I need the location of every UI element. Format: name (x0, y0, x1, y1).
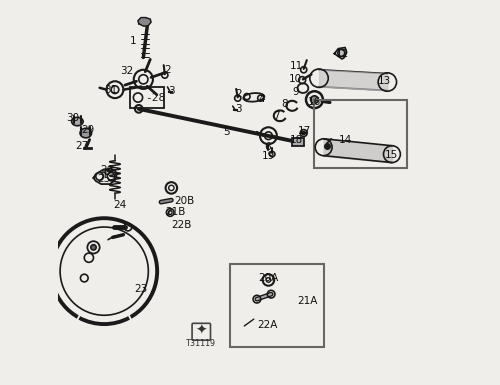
Text: 5: 5 (224, 127, 230, 137)
Ellipse shape (80, 128, 92, 138)
Text: 15: 15 (386, 150, 398, 160)
Text: T31119: T31119 (186, 339, 216, 348)
Text: 2: 2 (164, 65, 171, 75)
Bar (314, 100, 406, 167)
Circle shape (91, 245, 96, 250)
Text: 12: 12 (336, 49, 348, 59)
Text: 22B: 22B (172, 220, 192, 230)
Text: 19: 19 (262, 151, 275, 161)
Bar (230, 264, 324, 347)
Text: 26: 26 (100, 165, 114, 175)
Text: 7: 7 (274, 111, 280, 121)
Text: 24: 24 (114, 200, 127, 210)
Text: 8: 8 (281, 99, 288, 109)
Text: 31: 31 (104, 85, 118, 95)
Text: 6: 6 (264, 142, 270, 152)
Text: ✦: ✦ (196, 323, 207, 337)
Circle shape (310, 96, 318, 104)
Text: 14: 14 (340, 135, 352, 144)
Text: 27: 27 (76, 141, 88, 151)
Circle shape (325, 144, 330, 149)
Polygon shape (334, 47, 346, 59)
Text: 3: 3 (235, 104, 242, 114)
Circle shape (302, 132, 305, 135)
Text: 2: 2 (235, 89, 242, 99)
Text: 1: 1 (130, 36, 136, 46)
Ellipse shape (72, 117, 83, 126)
Text: 22A: 22A (257, 320, 278, 330)
Text: 32: 32 (120, 65, 133, 75)
Text: 29: 29 (82, 126, 94, 136)
Text: 20A: 20A (258, 273, 278, 283)
Text: 23: 23 (134, 284, 147, 294)
FancyBboxPatch shape (192, 323, 210, 340)
Text: 16: 16 (308, 97, 321, 107)
Bar (130, 87, 164, 108)
Text: 9: 9 (292, 87, 300, 97)
Text: 13: 13 (378, 76, 391, 86)
Text: 30: 30 (66, 113, 80, 123)
Text: 17: 17 (298, 126, 311, 136)
Text: -28: -28 (145, 92, 165, 102)
Bar (292, 138, 304, 146)
Text: 20B: 20B (174, 196, 194, 206)
Polygon shape (138, 18, 151, 26)
Text: 18: 18 (290, 135, 304, 144)
Text: 21A: 21A (298, 296, 318, 306)
Text: 4: 4 (258, 94, 265, 104)
Text: 3: 3 (168, 86, 174, 96)
Text: 11: 11 (290, 61, 304, 71)
Text: 25: 25 (97, 174, 110, 184)
Text: 10: 10 (288, 74, 302, 84)
Text: 21B: 21B (165, 208, 186, 218)
